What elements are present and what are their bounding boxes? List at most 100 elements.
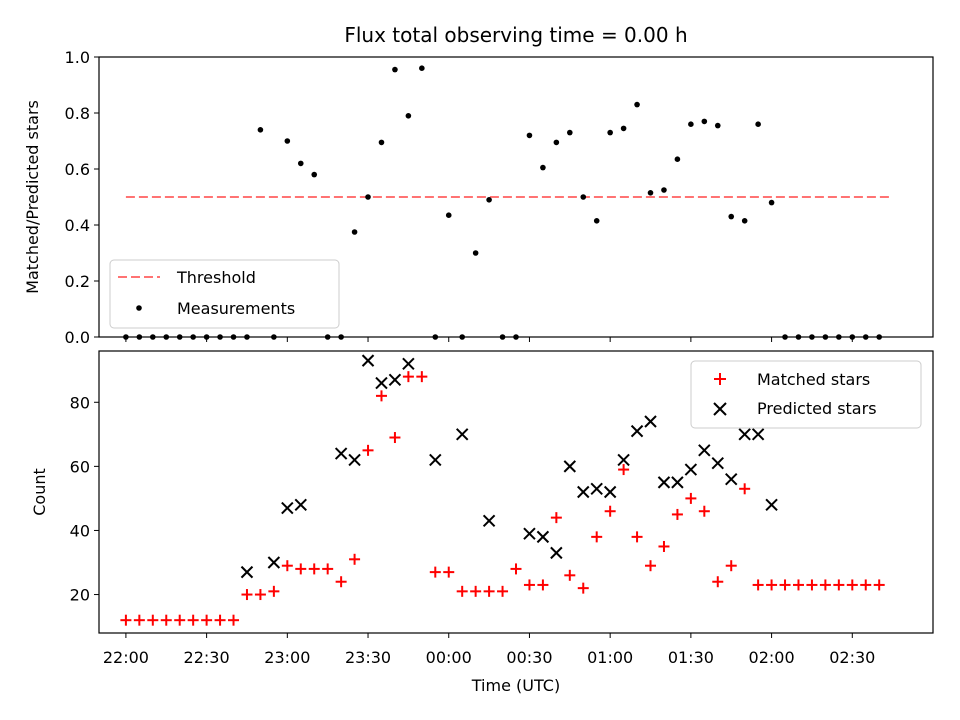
matched-star-point [779, 579, 791, 591]
predicted-star-point [536, 530, 550, 544]
legend-predicted-marker [713, 402, 727, 416]
predicted-star-point [603, 485, 617, 499]
top-legend: Threshold Measurements [109, 259, 340, 329]
matched-star-point [228, 614, 240, 626]
matched-star-point [241, 589, 253, 601]
measurement-point [419, 65, 425, 71]
matched-star-point [335, 576, 347, 588]
predicted-star-point [348, 453, 361, 467]
measurement-point [445, 212, 452, 218]
matched-star-point [698, 505, 710, 517]
predicted-star-point [455, 428, 469, 441]
predicted-star-point [429, 453, 442, 467]
matched-star-point [416, 371, 428, 383]
measurement-point [688, 121, 694, 127]
matched-star-point [725, 560, 737, 572]
matched-star-point [510, 563, 522, 575]
matched-star-point [766, 579, 778, 591]
predicted-star-point [590, 482, 603, 496]
measurement-point [607, 129, 613, 136]
predicted-star-point [388, 373, 402, 387]
predicted-star-point [563, 460, 577, 473]
top-plot-frame [98, 56, 934, 338]
x-tick-label: 22:30 [184, 648, 230, 667]
predicted-star-point [684, 463, 698, 476]
matched-star-point [389, 432, 401, 444]
matched-star-point [564, 569, 576, 581]
measurement-point [378, 139, 385, 146]
matched-star-point [645, 560, 657, 572]
measurement-point [755, 121, 761, 127]
matched-star-point [712, 576, 724, 588]
x-tick-label: 01:30 [668, 648, 714, 667]
predicted-star-point [482, 514, 496, 528]
matched-star-point [254, 589, 266, 601]
measurement-point [567, 129, 573, 136]
measurement-point [553, 139, 560, 146]
measurement-point [297, 160, 304, 167]
predicted-star-point [294, 498, 307, 512]
top-y-axis-label: Matched/Predicted stars [23, 100, 42, 294]
predicted-star-point [577, 485, 590, 499]
matched-star-point [752, 579, 764, 591]
measurement-point [540, 164, 546, 171]
predicted-star-point [644, 415, 657, 428]
matched-star-point [739, 483, 751, 495]
matched-star-point [308, 563, 320, 575]
measurement-point [593, 218, 600, 224]
predicted-star-point [402, 357, 415, 371]
measurement-point [365, 194, 371, 200]
top-y-tick-label: 0.6 [65, 160, 90, 179]
matched-star-point [873, 579, 885, 591]
measurement-point [620, 125, 627, 132]
predicted-star-point [671, 476, 684, 489]
measurement-point [257, 127, 264, 133]
matched-star-point [604, 505, 616, 517]
matched-star-point [429, 566, 441, 578]
predicted-star-point [725, 472, 738, 486]
matched-star-point [658, 540, 670, 552]
bottom-y-axis-label: Count [30, 468, 49, 516]
matched-star-point [631, 531, 643, 543]
matched-star-point [819, 579, 831, 591]
predicted-star-point [698, 444, 711, 457]
measurement-point [526, 132, 533, 139]
legend-predicted-label: Predicted stars [757, 399, 877, 418]
matched-star-point [362, 444, 374, 456]
measurement-point [472, 250, 479, 256]
measurement-point [674, 156, 681, 162]
matched-star-point [187, 614, 199, 626]
matched-star-point [147, 614, 159, 626]
matched-star-point [591, 531, 603, 543]
predicted-star-point [765, 498, 778, 512]
predicted-star-point [617, 453, 630, 467]
top-y-tick-label: 0.8 [65, 104, 90, 123]
predicted-star-point [657, 476, 671, 489]
bottom-y-tick-label: 20 [70, 586, 90, 605]
bottom-y-tick-label: 40 [70, 521, 90, 540]
bottom-legend: Matched stars Predicted stars [690, 360, 922, 429]
top-y-tick-label: 0.4 [65, 216, 90, 235]
legend-matched-marker [714, 373, 726, 385]
matched-star-point [120, 614, 132, 626]
predicted-star-point [523, 527, 536, 540]
measurement-point [701, 118, 708, 125]
x-tick-label: 00:30 [506, 648, 552, 667]
predicted-star-point [267, 556, 281, 569]
x-tick-label: 23:30 [345, 648, 391, 667]
matched-star-point [322, 563, 334, 575]
x-axis-label: Time (UTC) [471, 676, 560, 695]
top-y-tick-label: 1.0 [65, 48, 90, 67]
matched-star-point [456, 585, 468, 597]
matched-star-point [792, 579, 804, 591]
measurement-point [486, 197, 492, 203]
matched-star-point [295, 563, 307, 575]
matched-star-point [523, 579, 535, 591]
measurement-point [311, 171, 318, 178]
chart-title: Flux total observing time = 0.00 h [344, 23, 687, 47]
predicted-star-point [240, 565, 254, 579]
x-tick-label: 23:00 [264, 648, 310, 667]
measurement-point [714, 122, 721, 129]
matched-star-point [402, 371, 414, 383]
